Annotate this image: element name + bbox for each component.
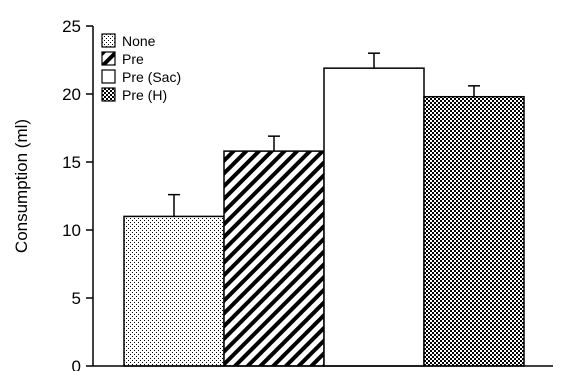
legend-swatch <box>101 69 116 84</box>
legend-label: None <box>122 33 156 49</box>
bar <box>223 150 325 367</box>
legend-swatch <box>101 51 116 66</box>
y-tick-label: 25 <box>62 17 81 36</box>
y-tick-label: 10 <box>62 221 81 240</box>
error-bars <box>168 52 480 217</box>
y-tick-label: 5 <box>72 289 81 308</box>
bar <box>423 95 525 367</box>
bar <box>123 215 225 367</box>
legend-label: Pre (H) <box>122 87 167 103</box>
y-tick-label: 20 <box>62 85 81 104</box>
y-axis-ticks: 0 5 10 15 20 25 <box>62 17 93 371</box>
bars <box>123 67 525 367</box>
legend-swatch <box>101 87 116 102</box>
y-axis-title: Consumption (ml) <box>12 119 31 253</box>
y-tick-label: 15 <box>62 153 81 172</box>
legend-swatch <box>101 33 116 48</box>
legend: None Pre Pre (Sac) Pre (H) <box>101 33 181 103</box>
legend-label: Pre (Sac) <box>122 69 181 85</box>
bar <box>323 67 425 367</box>
legend-label: Pre <box>122 51 144 67</box>
y-tick-label: 0 <box>72 357 81 371</box>
